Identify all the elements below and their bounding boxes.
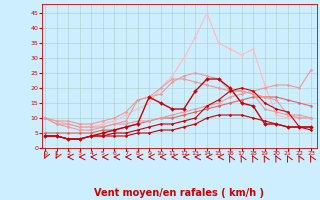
- Text: Vent moyen/en rafales ( km/h ): Vent moyen/en rafales ( km/h ): [94, 188, 264, 198]
